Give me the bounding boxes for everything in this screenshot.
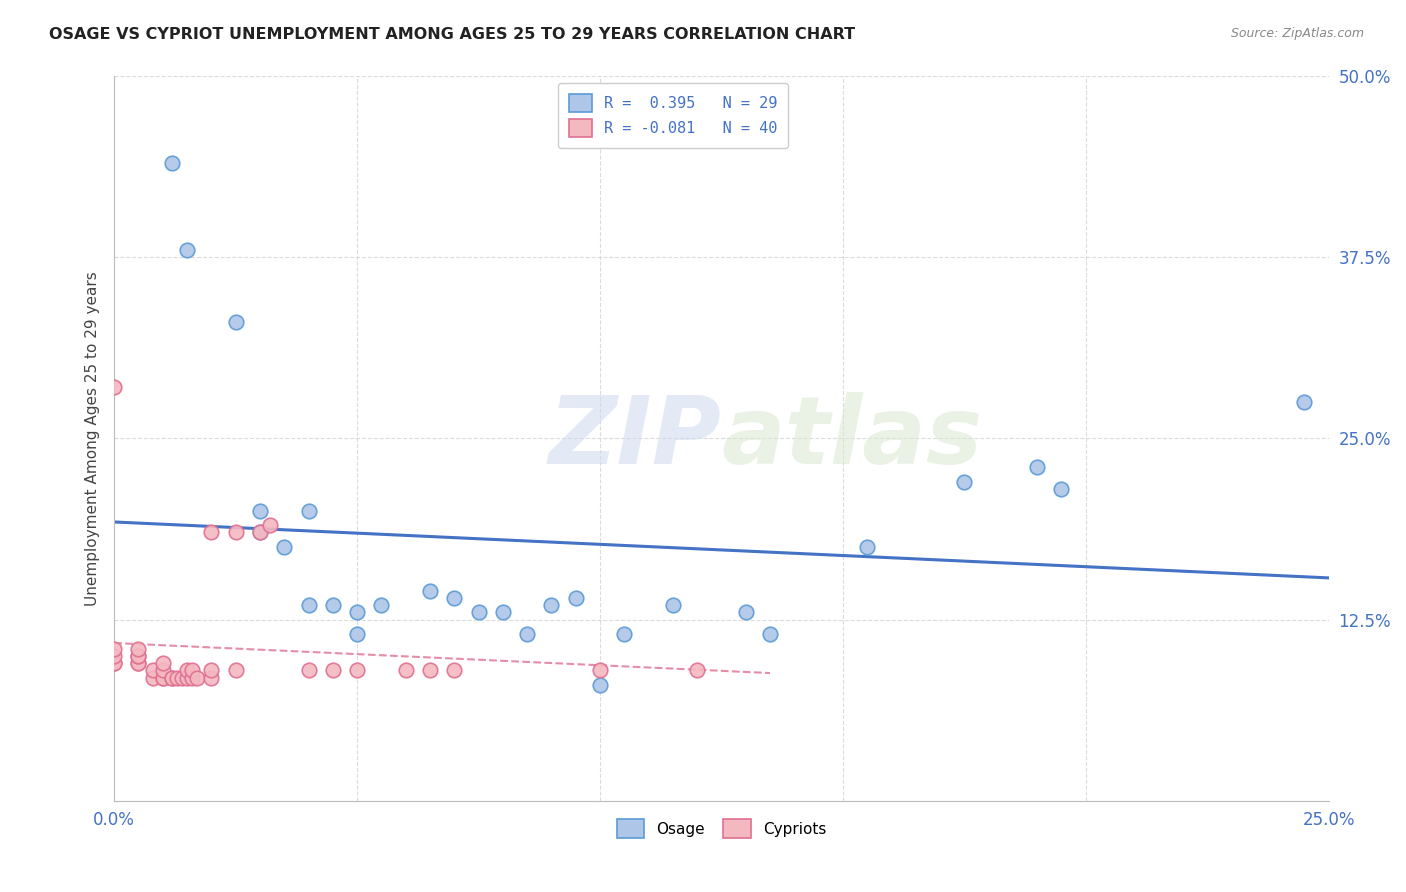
Point — [589, 678, 612, 692]
Point — [273, 540, 295, 554]
Point — [162, 155, 184, 169]
Point — [127, 656, 149, 670]
Legend: Osage, Cypriots: Osage, Cypriots — [610, 814, 832, 844]
Point — [180, 671, 202, 685]
Text: OSAGE VS CYPRIOT UNEMPLOYMENT AMONG AGES 25 TO 29 YEARS CORRELATION CHART: OSAGE VS CYPRIOT UNEMPLOYMENT AMONG AGES… — [49, 27, 855, 42]
Point — [419, 583, 441, 598]
Point — [162, 671, 184, 685]
Point — [540, 598, 562, 612]
Point — [200, 671, 222, 685]
Point — [734, 605, 756, 619]
Point — [142, 671, 165, 685]
Point — [200, 525, 222, 540]
Point — [492, 605, 515, 619]
Point — [297, 504, 319, 518]
Point — [103, 648, 125, 663]
Point — [103, 380, 125, 394]
Point — [103, 641, 125, 656]
Point — [1294, 395, 1316, 409]
Point — [166, 671, 188, 685]
Point — [395, 663, 418, 677]
Point — [152, 656, 174, 670]
Point — [297, 663, 319, 677]
Point — [152, 663, 174, 677]
Point — [176, 663, 198, 677]
Point — [200, 663, 222, 677]
Point — [759, 627, 782, 641]
Point — [249, 525, 271, 540]
Point — [249, 525, 271, 540]
Point — [103, 656, 125, 670]
Point — [419, 663, 441, 677]
Point — [856, 540, 879, 554]
Point — [564, 591, 586, 605]
Point — [176, 243, 198, 257]
Point — [346, 663, 368, 677]
Text: ZIP: ZIP — [548, 392, 721, 484]
Point — [1050, 482, 1073, 496]
Point — [225, 663, 247, 677]
Point — [1026, 460, 1049, 475]
Point — [172, 671, 194, 685]
Point — [176, 671, 198, 685]
Point — [142, 663, 165, 677]
Point — [249, 504, 271, 518]
Y-axis label: Unemployment Among Ages 25 to 29 years: Unemployment Among Ages 25 to 29 years — [86, 271, 100, 606]
Point — [516, 627, 538, 641]
Point — [127, 648, 149, 663]
Point — [162, 671, 184, 685]
Point — [346, 605, 368, 619]
Point — [443, 663, 465, 677]
Point — [225, 525, 247, 540]
Point — [662, 598, 685, 612]
Point — [152, 671, 174, 685]
Text: atlas: atlas — [721, 392, 983, 484]
Point — [370, 598, 392, 612]
Text: Source: ZipAtlas.com: Source: ZipAtlas.com — [1230, 27, 1364, 40]
Point — [953, 475, 976, 489]
Point — [346, 627, 368, 641]
Point — [225, 315, 247, 329]
Point — [152, 671, 174, 685]
Point — [103, 656, 125, 670]
Point — [686, 663, 709, 677]
Point — [297, 598, 319, 612]
Point — [259, 518, 281, 533]
Point — [127, 641, 149, 656]
Point — [127, 648, 149, 663]
Point — [127, 656, 149, 670]
Point — [589, 663, 612, 677]
Point — [443, 591, 465, 605]
Point — [467, 605, 489, 619]
Point — [180, 663, 202, 677]
Point — [322, 598, 344, 612]
Point — [322, 663, 344, 677]
Point — [186, 671, 208, 685]
Point — [613, 627, 636, 641]
